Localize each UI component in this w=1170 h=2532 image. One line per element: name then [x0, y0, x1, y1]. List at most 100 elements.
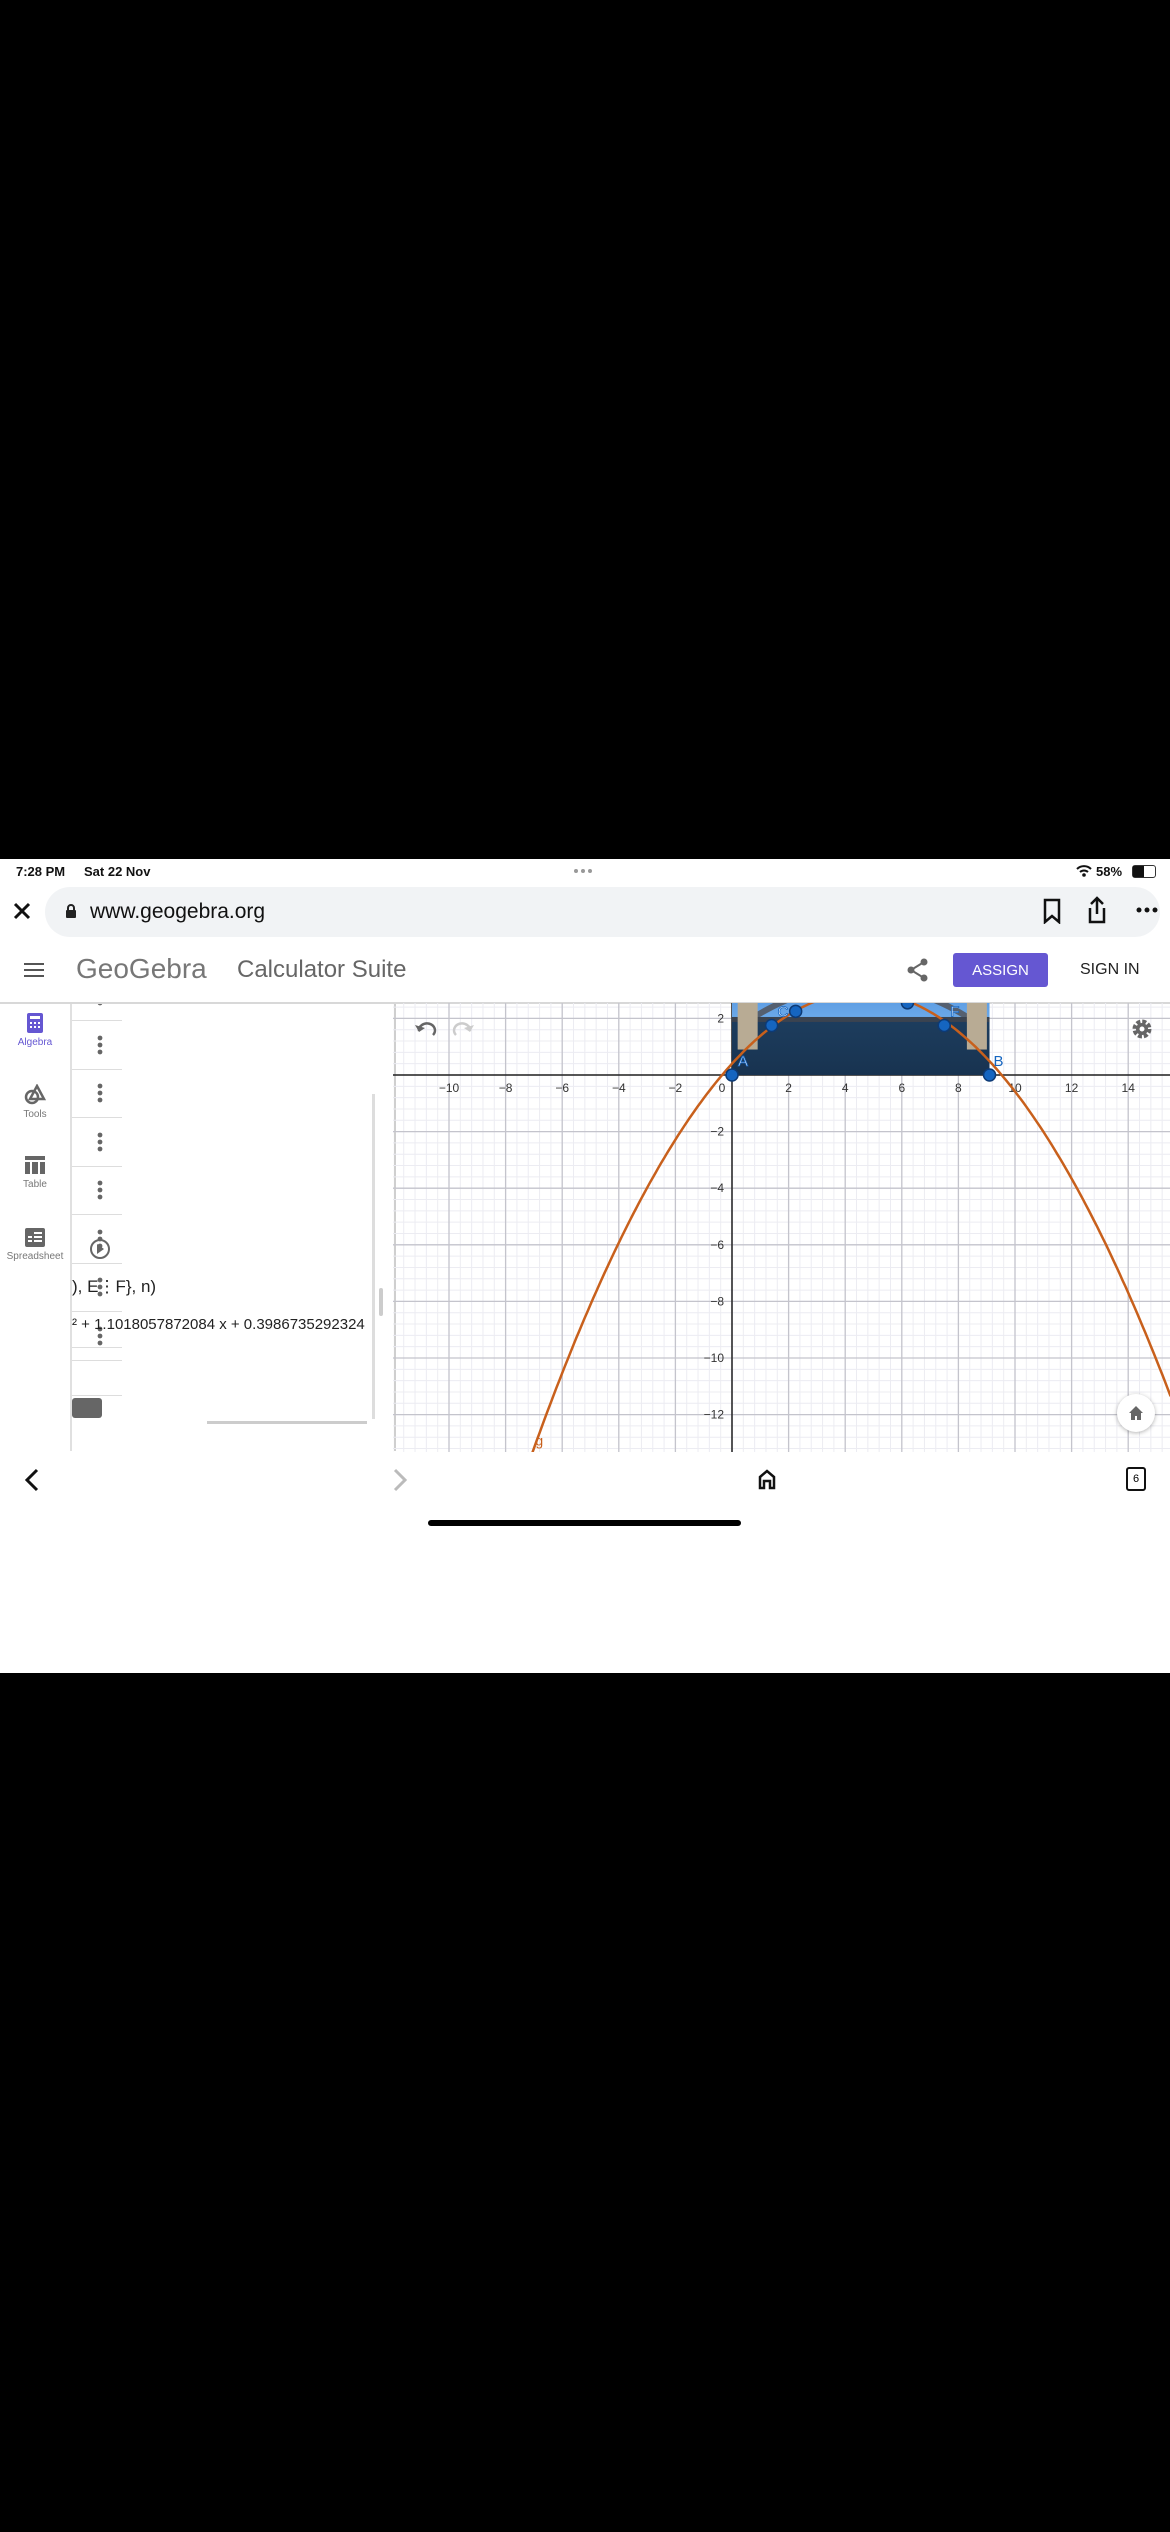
more-icon[interactable]: [1136, 907, 1158, 913]
point-label: F: [950, 1003, 959, 1020]
spreadsheet-icon: [25, 1228, 45, 1247]
more-options-icon[interactable]: [96, 1004, 104, 1006]
algebra-row: [72, 1069, 122, 1118]
settings-gear-icon[interactable]: [1130, 1017, 1154, 1041]
point-label: G: [802, 1003, 814, 1006]
more-options-icon[interactable]: [96, 1083, 104, 1103]
horizontal-scrollbar[interactable]: [207, 1421, 367, 1424]
x-tick-label: −10: [439, 1081, 460, 1095]
app-title: Calculator Suite: [237, 956, 407, 983]
y-tick-label: −12: [704, 1408, 725, 1422]
sidebar-item-table[interactable]: Table: [0, 1156, 70, 1190]
x-tick-label: 0: [719, 1081, 726, 1095]
bookmark-icon[interactable]: [1042, 898, 1062, 924]
vertical-scrollbar[interactable]: [372, 1094, 375, 1419]
divider: [72, 1215, 122, 1264]
algebra-view: ), E⋮F}, n) ² + 1.1018057872084 x + 0.39…: [70, 1004, 396, 1451]
algebra-row: [72, 1166, 122, 1215]
x-tick-label: −8: [499, 1081, 513, 1095]
shapes-icon: [24, 1083, 47, 1105]
y-tick-label: 2: [717, 1011, 724, 1025]
graphing-view[interactable]: −10−8−6−4−202468101214642−2−4−6−8−10−12g…: [393, 1003, 1170, 1452]
bridge-pylon: [966, 1003, 987, 1050]
x-tick-label: 6: [898, 1081, 905, 1095]
redo-icon: [452, 1022, 474, 1036]
sidebar-label: Table: [23, 1179, 47, 1190]
point-C: [764, 1018, 779, 1033]
browser-toolbar: 6: [0, 1452, 1170, 1532]
menu-icon[interactable]: [24, 962, 44, 978]
x-tick-label: −6: [555, 1081, 569, 1095]
more-options-icon[interactable]: [96, 1277, 104, 1297]
divider: [72, 1347, 122, 1396]
algebra-input-text[interactable]: ), E⋮F}, n): [72, 1277, 157, 1296]
algebra-row: [72, 1263, 122, 1312]
play-icon[interactable]: [89, 1238, 111, 1260]
point-A: [725, 1068, 739, 1082]
bridge-photo: [732, 1003, 990, 1075]
forward-icon: [393, 1468, 408, 1492]
divider: [72, 1299, 122, 1348]
algebra-row: [72, 1021, 122, 1070]
algebra-row: [72, 1004, 122, 1021]
point-label: C: [778, 1003, 789, 1020]
date: Sat 22 Nov: [84, 864, 151, 879]
assign-button[interactable]: ASSIGN: [953, 953, 1048, 987]
keyboard-icon[interactable]: [72, 1398, 102, 1418]
sidebar-label: Tools: [23, 1109, 47, 1120]
algebra-output-function[interactable]: ² + 1.1018057872084 x + 0.3986735292324: [72, 1316, 365, 1333]
algebra-row: [72, 1312, 122, 1361]
url-text[interactable]: www.geogebra.org: [90, 900, 266, 923]
sidebar: Algebra Tools Table Spreadsheet: [0, 1004, 70, 1451]
resize-handle[interactable]: [379, 1288, 383, 1316]
x-tick-label: 14: [1122, 1081, 1136, 1095]
tabs-button[interactable]: 6: [1126, 1467, 1146, 1491]
lock-icon: [66, 904, 76, 918]
home-view-button[interactable]: [1117, 1394, 1155, 1432]
y-tick-label: −4: [710, 1181, 724, 1195]
point-G: [788, 1004, 803, 1019]
address-bar[interactable]: www.geogebra.org: [45, 887, 1160, 937]
share-link-icon[interactable]: [906, 957, 930, 983]
point-label: B: [994, 1053, 1004, 1070]
sidebar-item-tools[interactable]: Tools: [0, 1083, 70, 1120]
multitask-dots-icon[interactable]: [573, 868, 593, 874]
point-label: A: [738, 1053, 748, 1070]
more-options-icon[interactable]: [96, 1180, 104, 1200]
table-icon: [25, 1156, 45, 1174]
share-icon[interactable]: [1086, 896, 1108, 924]
more-options-icon[interactable]: [96, 1132, 104, 1152]
wifi-icon: [1076, 865, 1092, 877]
home-indicator: [428, 1520, 741, 1526]
close-icon[interactable]: [12, 901, 32, 921]
y-tick-label: −10: [704, 1351, 725, 1365]
app-header: GeoGebra Calculator Suite ASSIGN SIGN IN: [0, 937, 1170, 1004]
undo-icon[interactable]: [413, 1019, 439, 1039]
more-options-icon[interactable]: [96, 1326, 104, 1346]
sign-in-button[interactable]: SIGN IN: [1080, 961, 1140, 978]
x-tick-label: −2: [669, 1081, 683, 1095]
more-options-icon[interactable]: [96, 1035, 104, 1055]
sidebar-label: Algebra: [17, 1037, 53, 1048]
point-F: [937, 1018, 951, 1033]
time: 7:28 PM: [16, 864, 66, 879]
x-tick-label: 12: [1065, 1081, 1079, 1095]
x-tick-label: 2: [785, 1081, 792, 1095]
y-tick-label: −8: [710, 1294, 724, 1308]
home-view-icon: [1129, 1406, 1143, 1420]
screen: 7:28 PM Sat 22 Nov 58% www.geogebra.org …: [0, 859, 1170, 1673]
y-tick-label: −2: [710, 1125, 724, 1139]
sidebar-item-spreadsheet[interactable]: Spreadsheet: [0, 1228, 70, 1262]
home-icon[interactable]: [757, 1468, 777, 1490]
point-B: [982, 1068, 997, 1082]
y-tick-label: −6: [710, 1238, 724, 1252]
x-tick-label: 4: [842, 1081, 849, 1095]
battery-icon: [1132, 865, 1156, 878]
calculator-icon: [27, 1013, 43, 1033]
parabola-curve: [531, 1003, 1170, 1452]
back-icon[interactable]: [24, 1468, 40, 1492]
bridge-pylon: [737, 1003, 758, 1050]
sidebar-item-algebra[interactable]: Algebra: [0, 1012, 70, 1048]
algebra-row: [72, 1118, 122, 1167]
geogebra-logo[interactable]: GeoGebra: [76, 953, 207, 984]
